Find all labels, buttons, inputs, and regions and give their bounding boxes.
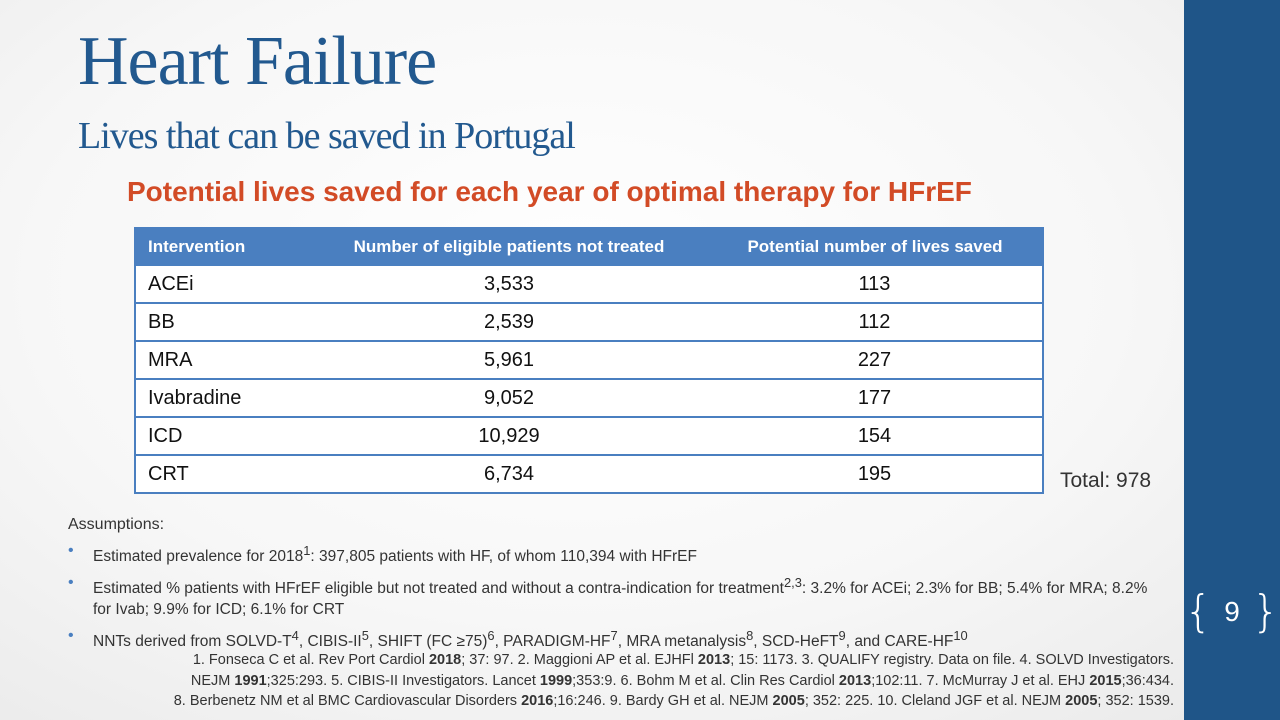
cell-lives: 195 <box>707 455 1044 494</box>
reference-text: ;36:434. <box>1121 672 1174 689</box>
cell-lives: 112 <box>707 303 1044 342</box>
reference-text: NEJM <box>190 672 235 689</box>
reference-sup: 2,3 <box>783 575 802 591</box>
cell-eligible: 3,533 <box>311 265 707 304</box>
table-row: Ivabradine 9,052 177 <box>134 379 1044 418</box>
reference-text: ; 352: 1539. <box>1097 693 1174 709</box>
reference-line: 8. Berbenetz NM et al BMC Cardiovascular… <box>70 691 1174 712</box>
reference-text: ;353:9. 6. Bohm M et al. Clin Res Cardio… <box>572 672 839 689</box>
table-row: BB 2,539 112 <box>134 303 1044 342</box>
assumption-text: Estimated prevalence for 2018 <box>93 548 304 566</box>
lives-saved-table: Intervention Number of eligible patients… <box>134 227 1044 494</box>
reference-sup: 5 <box>361 628 369 644</box>
cell-eligible: 10,929 <box>311 417 707 456</box>
cell-eligible: 6,734 <box>311 455 707 494</box>
reference-sup: 9 <box>838 628 846 644</box>
reference-year: 2018 <box>428 652 462 668</box>
assumptions-label: Assumptions: <box>68 516 165 533</box>
reference-text: ; 37: 97. 2. Maggioni AP et al. EJHFl <box>461 652 698 668</box>
reference-sup: 6 <box>487 628 495 644</box>
assumption-text: , and CARE-HF <box>845 633 954 651</box>
reference-text: ;325:293. 5. CIBIS-II Investigators. Lan… <box>266 672 540 689</box>
assumption-text: : 397,805 patients with HF, of whom 110,… <box>310 548 697 566</box>
table-row: ACEi 3,533 113 <box>134 265 1044 304</box>
cell-intervention: ACEi <box>134 265 311 304</box>
references: 1. Fonseca C et al. Rev Port Cardiol 201… <box>70 650 1174 712</box>
total-lives-saved: Total: 978 <box>1060 469 1152 492</box>
reference-year: 2005 <box>772 693 805 709</box>
reference-sup: 8 <box>746 628 754 644</box>
left-brace-icon: { <box>1184 586 1213 637</box>
assumptions-list: Estimated prevalence for 20181: 397,805 … <box>68 540 1168 657</box>
right-brace-icon: } <box>1251 586 1280 637</box>
reference-year: 2005 <box>1065 693 1098 709</box>
cell-eligible: 5,961 <box>311 341 707 380</box>
reference-year: 2013 <box>838 672 872 689</box>
header-intervention: Intervention <box>134 227 312 266</box>
table-heading: Potential lives saved for each year of o… <box>127 176 972 207</box>
cell-eligible: 2,539 <box>311 303 707 342</box>
assumption-prevalence: Estimated prevalence for 20181: 397,805 … <box>68 540 1168 567</box>
reference-line: 1. Fonseca C et al. Rev Port Cardiol 201… <box>70 650 1174 671</box>
header-lives-saved: Potential number of lives saved <box>706 227 1044 266</box>
reference-sup: 7 <box>610 628 618 644</box>
page-number-box: { 9 } <box>1184 577 1280 647</box>
assumption-text: , SCD-HeFT <box>753 633 839 651</box>
reference-year: 1991 <box>234 672 267 689</box>
table-row: CRT 6,734 195 <box>134 455 1044 494</box>
assumption-text: , SHIFT (FC ≥75) <box>368 633 488 651</box>
reference-line: NEJM 1991;325:293. 5. CIBIS-II Investiga… <box>70 671 1174 692</box>
assumption-nnt: NNTs derived from SOLVD-T4, CIBIS-II5, S… <box>68 625 1168 652</box>
reference-text: 1. Fonseca C et al. Rev Port Cardiol <box>192 652 429 668</box>
table-row: MRA 5,961 227 <box>134 341 1044 380</box>
cell-intervention: Ivabradine <box>134 379 311 418</box>
page-number: 9 <box>1224 596 1240 627</box>
reference-text: ; 352: 225. 10. Cleland JGF et al. NEJM <box>804 693 1066 709</box>
cell-lives: 113 <box>707 265 1044 304</box>
cell-intervention: CRT <box>134 455 311 494</box>
cell-intervention: MRA <box>134 341 311 380</box>
assumption-text: , PARADIGM-HF <box>494 633 611 651</box>
reference-text: 8. Berbenetz NM et al BMC Cardiovascular… <box>173 693 522 709</box>
assumption-eligible: Estimated % patients with HFrEF eligible… <box>68 572 1168 620</box>
assumption-text: , MRA metanalysis <box>617 633 747 651</box>
reference-year: 1999 <box>539 672 573 689</box>
header-eligible-not-treated: Number of eligible patients not treated <box>310 227 708 266</box>
table-header-row: Intervention Number of eligible patients… <box>134 227 1044 266</box>
assumption-text: NNTs derived from SOLVD-T <box>93 633 292 651</box>
slide-title: Heart Failure <box>78 23 437 100</box>
reference-text: ; 15: 1173. 3. QUALIFY registry. Data on… <box>730 652 1174 668</box>
assumption-text: Estimated % patients with HFrEF eligible… <box>93 580 784 598</box>
cell-eligible: 9,052 <box>311 379 707 418</box>
assumption-text: , CIBIS-II <box>298 633 362 651</box>
reference-text: ;102:11. 7. McMurray J et al. EHJ <box>871 672 1090 689</box>
reference-year: 2016 <box>521 693 554 709</box>
cell-lives: 177 <box>707 379 1044 418</box>
cell-lives: 154 <box>707 417 1044 456</box>
reference-year: 2013 <box>697 652 731 668</box>
cell-intervention: ICD <box>134 417 311 456</box>
slide-subtitle: Lives that can be saved in Portugal <box>78 115 576 157</box>
reference-sup: 1 <box>303 543 311 558</box>
assumption-text: : 3.2% for ACEi; 2.3% for BB; 5.4% for M… <box>93 580 1148 619</box>
reference-year: 2015 <box>1089 672 1122 689</box>
reference-sup: 10 <box>953 628 968 644</box>
cell-intervention: BB <box>134 303 311 342</box>
reference-sup: 4 <box>291 628 299 644</box>
reference-text: ;16:246. 9. Bardy GH et al. NEJM <box>553 693 773 709</box>
cell-lives: 227 <box>707 341 1044 380</box>
table-row: ICD 10,929 154 <box>134 417 1044 456</box>
